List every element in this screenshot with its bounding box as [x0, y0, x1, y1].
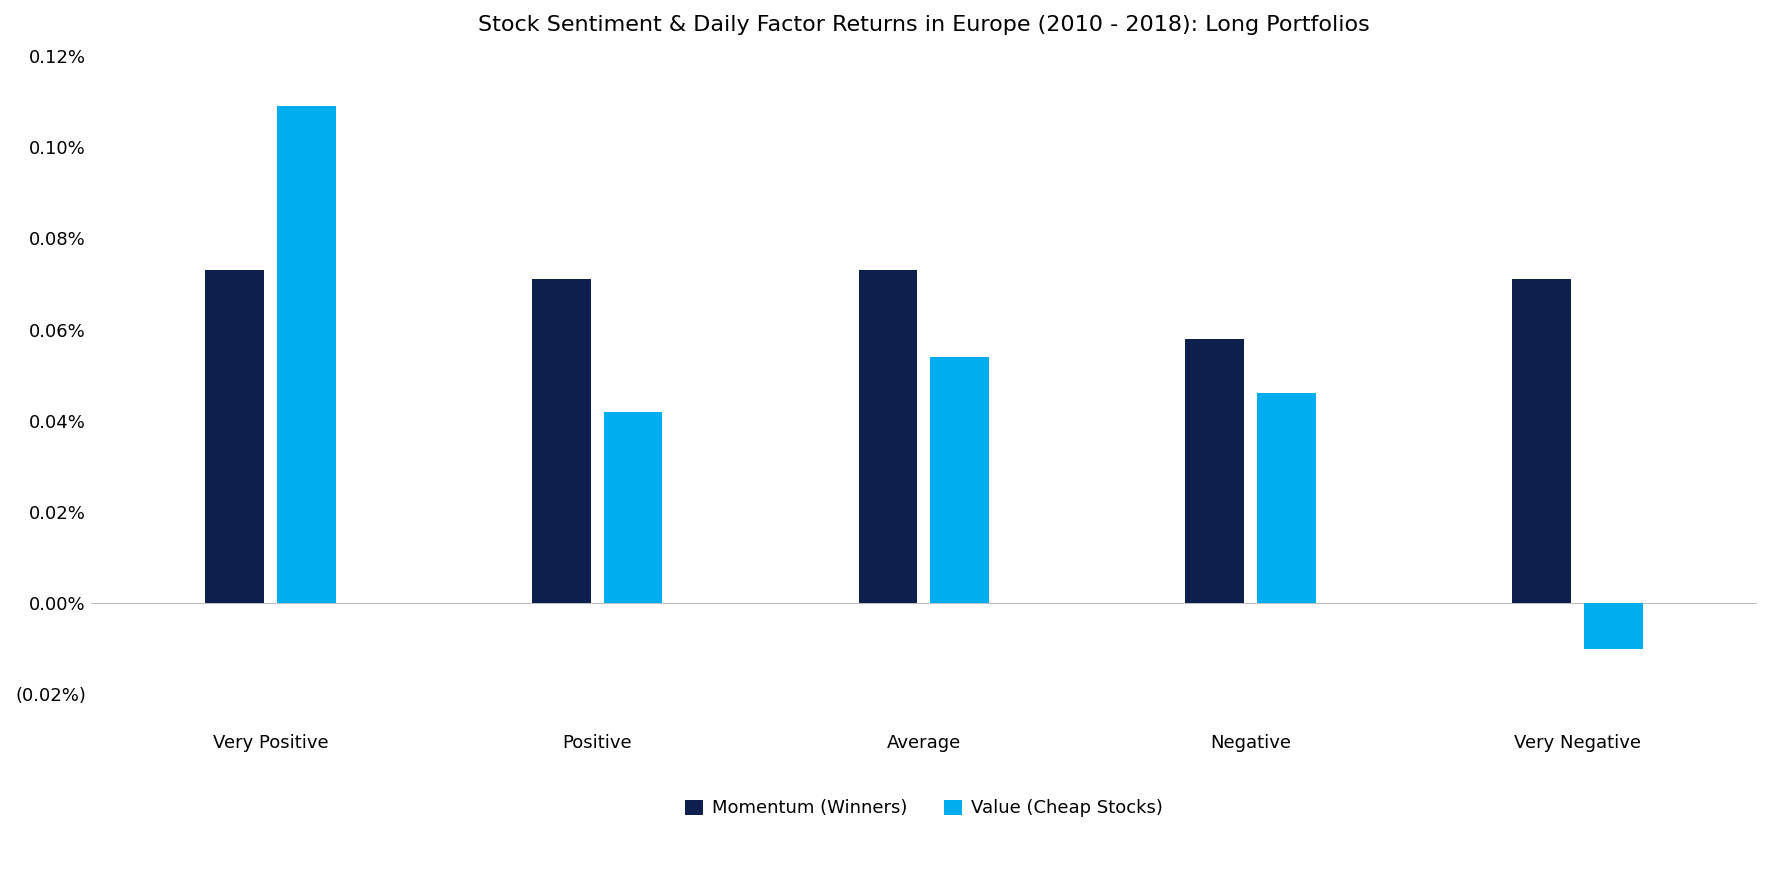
- Bar: [1584, 603, 1643, 649]
- Bar: [930, 357, 989, 603]
- Bar: [276, 106, 335, 603]
- Bar: [1512, 279, 1570, 603]
- Bar: [604, 412, 663, 603]
- Bar: [1185, 338, 1244, 603]
- Legend: Momentum (Winners), Value (Cheap Stocks): Momentum (Winners), Value (Cheap Stocks): [679, 792, 1170, 825]
- Bar: [1256, 393, 1317, 603]
- Bar: [858, 270, 918, 603]
- Bar: [206, 270, 264, 603]
- Title: Stock Sentiment & Daily Factor Returns in Europe (2010 - 2018): Long Portfolios: Stock Sentiment & Daily Factor Returns i…: [478, 15, 1370, 35]
- Bar: [532, 279, 590, 603]
